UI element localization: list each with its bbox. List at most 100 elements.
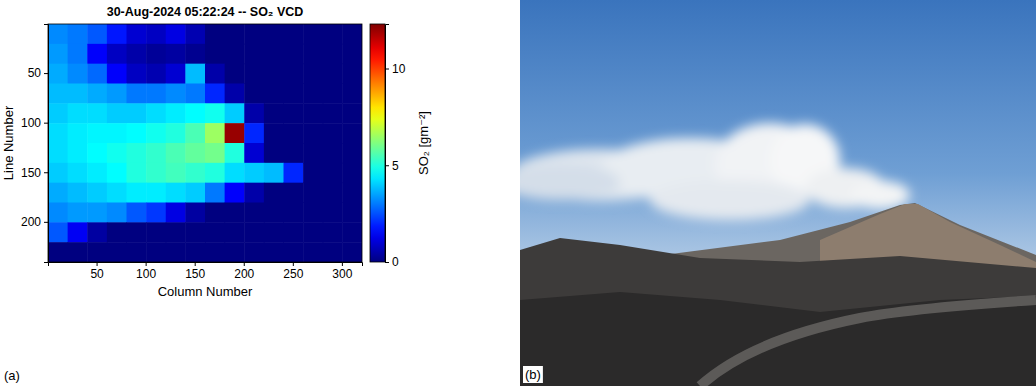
- tick-mark: [385, 262, 389, 263]
- heatmap-cell: [166, 222, 186, 242]
- heatmap-cell: [166, 203, 186, 223]
- heatmap-cell: [127, 44, 147, 64]
- heatmap-cell: [68, 222, 88, 242]
- heatmap-cell: [264, 242, 284, 262]
- plume-puff: [520, 164, 620, 200]
- heatmap-cell: [284, 103, 304, 123]
- heatmap-cell: [68, 44, 88, 64]
- heatmap-cell: [107, 163, 127, 183]
- heatmap-cell: [48, 242, 68, 262]
- heatmap-cell: [48, 24, 68, 44]
- heatmap-cell: [185, 64, 205, 84]
- heatmap-cell: [342, 203, 362, 223]
- heatmap-cell: [323, 123, 343, 143]
- heatmap-cell: [107, 123, 127, 143]
- heatmap-cell: [146, 143, 166, 163]
- tick-label: 50: [90, 267, 104, 281]
- heatmap-cell: [87, 222, 107, 242]
- heatmap-cell: [48, 64, 68, 84]
- heatmap-cell: [323, 103, 343, 123]
- heatmap-cell: [127, 163, 147, 183]
- heatmap-cell: [323, 183, 343, 203]
- heatmap-cell: [87, 103, 107, 123]
- heatmap-cell: [166, 24, 186, 44]
- heatmap-cell: [284, 44, 304, 64]
- heatmap-cell: [303, 103, 323, 123]
- heatmap-cell: [225, 143, 245, 163]
- heatmap-cell: [284, 163, 304, 183]
- heatmap-cell: [107, 44, 127, 64]
- heatmap-cell: [185, 24, 205, 44]
- heatmap-cell: [68, 163, 88, 183]
- heatmap-cell: [225, 242, 245, 262]
- tick-label: 200: [21, 215, 41, 229]
- panel-label: (a): [4, 368, 20, 383]
- heatmap-cell: [87, 203, 107, 223]
- y-axis-title: Line Number: [1, 105, 16, 180]
- tick-label: 200: [234, 267, 254, 281]
- heatmap-cell: [264, 203, 284, 223]
- heatmap-cell: [166, 44, 186, 64]
- heatmap-cell: [225, 64, 245, 84]
- tick-label: 50: [28, 66, 42, 80]
- tick: 200: [21, 215, 48, 229]
- heatmap-cell: [342, 143, 362, 163]
- y-axis: 50100150200: [21, 25, 49, 263]
- heatmap-cell: [303, 64, 323, 84]
- tick: 250: [283, 262, 303, 281]
- heatmap-cell: [303, 222, 323, 242]
- heatmap-cell: [68, 203, 88, 223]
- heatmap-cell: [185, 143, 205, 163]
- heatmap-cell: [127, 64, 147, 84]
- panel-label: (b): [525, 367, 541, 382]
- tick-mark: [44, 222, 48, 223]
- tick: 100: [136, 262, 156, 281]
- plume-puff: [650, 180, 810, 220]
- heatmap-cell: [264, 84, 284, 104]
- plot-frame: [48, 24, 362, 262]
- heatmap-cell: [107, 64, 127, 84]
- heatmap-cell: [284, 183, 304, 203]
- heatmap-cell: [146, 163, 166, 183]
- heatmap-cell: [107, 103, 127, 123]
- heatmap-cell: [303, 242, 323, 262]
- heatmap-cell: [342, 44, 362, 64]
- heatmap-cell: [244, 203, 264, 223]
- heatmap-cell: [68, 143, 88, 163]
- heatmap-cell: [323, 24, 343, 44]
- heatmap-cell: [48, 103, 68, 123]
- heatmap-cell: [205, 44, 225, 64]
- tick-label: 250: [283, 267, 303, 281]
- heatmap-cell: [323, 242, 343, 262]
- heatmap-cell: [146, 24, 166, 44]
- heatmap-cell: [107, 242, 127, 262]
- heatmap-cell: [68, 183, 88, 203]
- heatmap-cell: [146, 242, 166, 262]
- heatmap-cell: [323, 163, 343, 183]
- heatmap-cell: [87, 123, 107, 143]
- heatmap-cell: [205, 163, 225, 183]
- axis-line: [386, 25, 390, 263]
- heatmap-cell: [146, 203, 166, 223]
- tick-label: 5: [392, 159, 399, 173]
- heatmap-cell: [166, 103, 186, 123]
- heatmap-cell: [284, 143, 304, 163]
- heatmap-cell: [127, 183, 147, 203]
- heatmap-cell: [264, 123, 284, 143]
- heatmap-cell: [342, 123, 362, 143]
- heatmap-cell: [244, 143, 264, 163]
- heatmap-cell: [205, 183, 225, 203]
- heatmap-cell: [244, 222, 264, 242]
- heatmap-cell: [166, 242, 186, 262]
- heatmap-cell: [107, 84, 127, 104]
- heatmap-cell: [264, 24, 284, 44]
- heatmap-cell: [107, 183, 127, 203]
- tick-label: 150: [185, 267, 205, 281]
- heatmap-cell: [323, 222, 343, 242]
- heatmap-cell: [264, 183, 284, 203]
- heatmap-cell: [185, 242, 205, 262]
- heatmap-cell: [146, 222, 166, 242]
- heatmap-cell: [205, 222, 225, 242]
- heatmap-cell: [146, 123, 166, 143]
- heatmap-cell: [48, 183, 68, 203]
